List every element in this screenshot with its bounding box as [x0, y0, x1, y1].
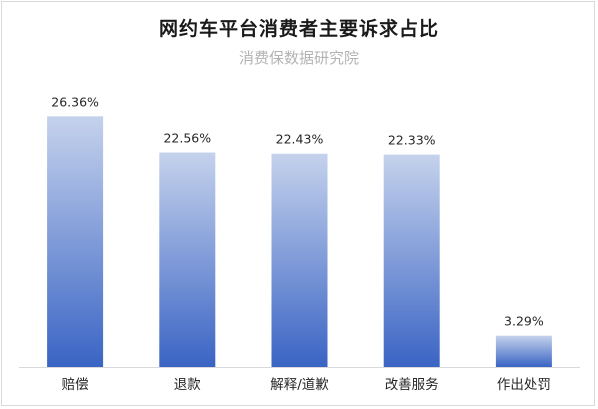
bar-4 [383, 154, 440, 367]
category-labels-group: 赔偿 退款 解释/道歉 改善服务 作出处罚 [62, 376, 551, 393]
category-label-2: 退款 [174, 377, 201, 393]
category-label-4: 改善服务 [385, 377, 439, 393]
value-label-4: 22.33% [388, 133, 436, 148]
category-label-3: 解释/道歉 [270, 376, 329, 393]
value-label-5: 3.29% [504, 314, 544, 329]
value-label-3: 22.43% [276, 132, 324, 147]
bar-5 [495, 335, 552, 367]
value-label-2: 22.56% [163, 131, 211, 146]
bars-group [47, 116, 552, 367]
category-label-5: 作出处罚 [497, 377, 551, 393]
bar-1 [47, 116, 104, 367]
category-label-1: 赔偿 [62, 377, 89, 393]
bar-3 [271, 153, 328, 367]
value-label-1: 26.36% [51, 94, 99, 109]
watermark-text: 消费保数据研究院 [238, 49, 359, 67]
value-labels-group: 26.36% 22.56% 22.43% 22.33% 3.29% [51, 94, 544, 328]
bar-2 [159, 152, 216, 367]
chart-title: 网约车平台消费者主要诉求占比 [158, 18, 439, 40]
